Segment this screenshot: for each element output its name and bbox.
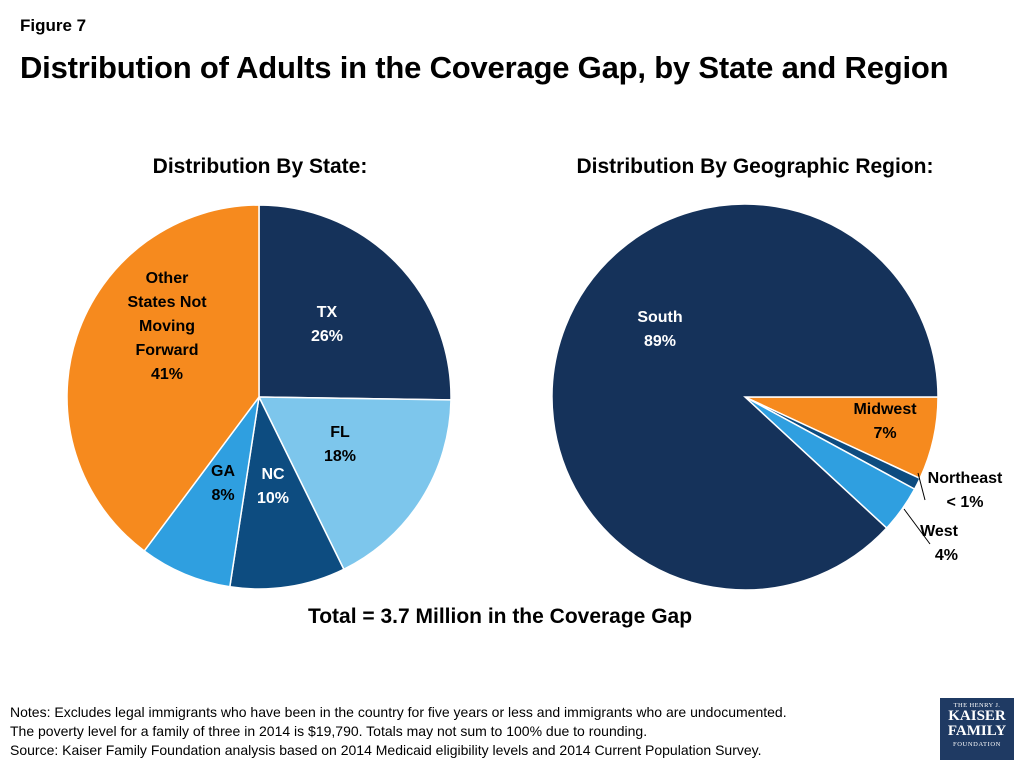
slice-label-northeast: Northeast < 1%: [928, 470, 1003, 511]
pie-slice-fl: [257, 396, 452, 571]
region-chart-title: Distribution By Geographic Region:: [576, 155, 934, 178]
slice-label-midwest: Midwest 7%: [853, 401, 917, 442]
slice-label-other-states-not-moving-forward: Other States Not Moving Forward 41%: [127, 270, 207, 383]
slice-label-ga: GA 8%: [211, 463, 235, 504]
region-pie-chart: Midwest 7% Northeast < 1% West 4% South 89%: [551, 203, 1003, 591]
kff-logo: THE HENRY J. KAISER FAMILY FOUNDATION: [940, 698, 1014, 760]
slice-label-nc: NC 10%: [257, 466, 289, 507]
pie-slice-other-states-not-moving-forward: [66, 204, 260, 552]
slice-label-tx: TX 26%: [311, 304, 343, 345]
pie-slice-ga: [143, 396, 260, 588]
source-line: Source: Kaiser Family Foundation analysi…: [10, 742, 762, 758]
note-line: Notes: Excludes legal immigrants who hav…: [10, 704, 787, 720]
state-chart-title: Distribution By State:: [152, 155, 368, 178]
state-pie-chart: TX 26% FL 18% NC 10% GA 8% Other States Not Moving…: [66, 204, 452, 590]
slice-label-west: West 4%: [920, 523, 959, 564]
figure-label: Figure 7: [20, 16, 87, 35]
pie-slice-nc: [228, 394, 345, 590]
pie-slice-tx: [258, 204, 452, 401]
total-caption: Total = 3.7 Million in the Coverage Gap: [307, 605, 693, 628]
leader-line-northeast: [917, 472, 926, 501]
note-line: The poverty level for a family of three …: [10, 723, 648, 739]
slice-label-fl: FL 18%: [324, 424, 356, 465]
pie-charts: TX 26% FL 18% NC 10% GA 8% Other States Not Moving…: [66, 203, 1003, 591]
leader-line-west: [903, 508, 931, 545]
slice-label-south: South 89%: [637, 309, 682, 350]
notes: Notes: Excludes legal immigrants who hav…: [10, 703, 787, 760]
chart-title: Distribution of Adults in the Coverage G…: [20, 50, 949, 85]
pie-slice-south: [551, 203, 939, 591]
